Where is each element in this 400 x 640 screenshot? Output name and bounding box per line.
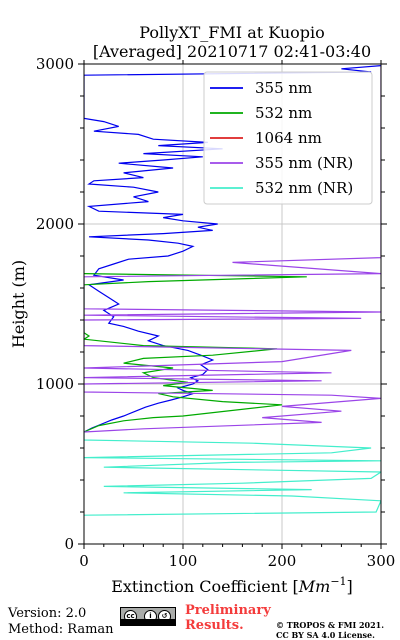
legend-box: [203, 71, 373, 205]
chart-title: PollyXT_FMI at Kuopio: [139, 23, 325, 42]
legend: 355 nm 532 nm 1064 nm 355 nm (NR) 532 nm (NR…: [203, 71, 373, 205]
y-axis-label: Height (m): [9, 260, 28, 348]
y-tick-label: 0: [64, 535, 74, 553]
x-tick-label: 200: [268, 552, 297, 570]
series-layer: [84, 65, 381, 516]
series-line-532-nm: [84, 273, 307, 433]
plot-frame: [83, 63, 382, 545]
cc-license-badge: cc i ↺: [120, 607, 176, 626]
version-text: Version: 2.0: [8, 606, 87, 621]
legend-label: 532 nm (NR): [255, 179, 353, 197]
legend-label: 532 nm: [255, 104, 312, 122]
series-line-355-nm: [84, 65, 381, 433]
copyright-notice: © TROPOS & FMI 2021. CC BY SA 4.0 Licens…: [276, 620, 384, 640]
legend-label: 355 nm: [255, 79, 312, 97]
legend-label: 1064 nm: [255, 129, 322, 147]
y-tick-label: 2000: [36, 215, 74, 233]
x-tick-label: 300: [367, 552, 396, 570]
y-tick-label: 1000: [36, 375, 74, 393]
x-tick-label: 100: [169, 552, 198, 570]
y-tick-label: 3000: [36, 55, 74, 73]
preliminary-notice: Preliminary Results.: [185, 603, 271, 633]
x-tick-label: 0: [79, 552, 89, 570]
legend-label: 355 nm (NR): [255, 154, 353, 172]
preliminary-line1: Preliminary: [185, 603, 271, 618]
footer-meta: Version: 2.0 Method: Raman: [8, 606, 114, 638]
method-text: Method: Raman: [8, 622, 114, 637]
series-line-355-nm-nr-: [84, 65, 381, 433]
x-axis-label: Extinction Coefficient [Mm−1]: [111, 575, 353, 596]
preliminary-line2: Results.: [185, 618, 244, 633]
copyright-line2: CC BY SA 4.0 License.: [276, 630, 375, 640]
copyright-line1: © TROPOS & FMI 2021.: [276, 620, 385, 630]
cc-badge-strip: [121, 619, 175, 625]
chart-subtitle: [Averaged] 20210717 02:41-03:40: [93, 42, 371, 61]
series-line-532-nm-nr-: [84, 432, 381, 516]
